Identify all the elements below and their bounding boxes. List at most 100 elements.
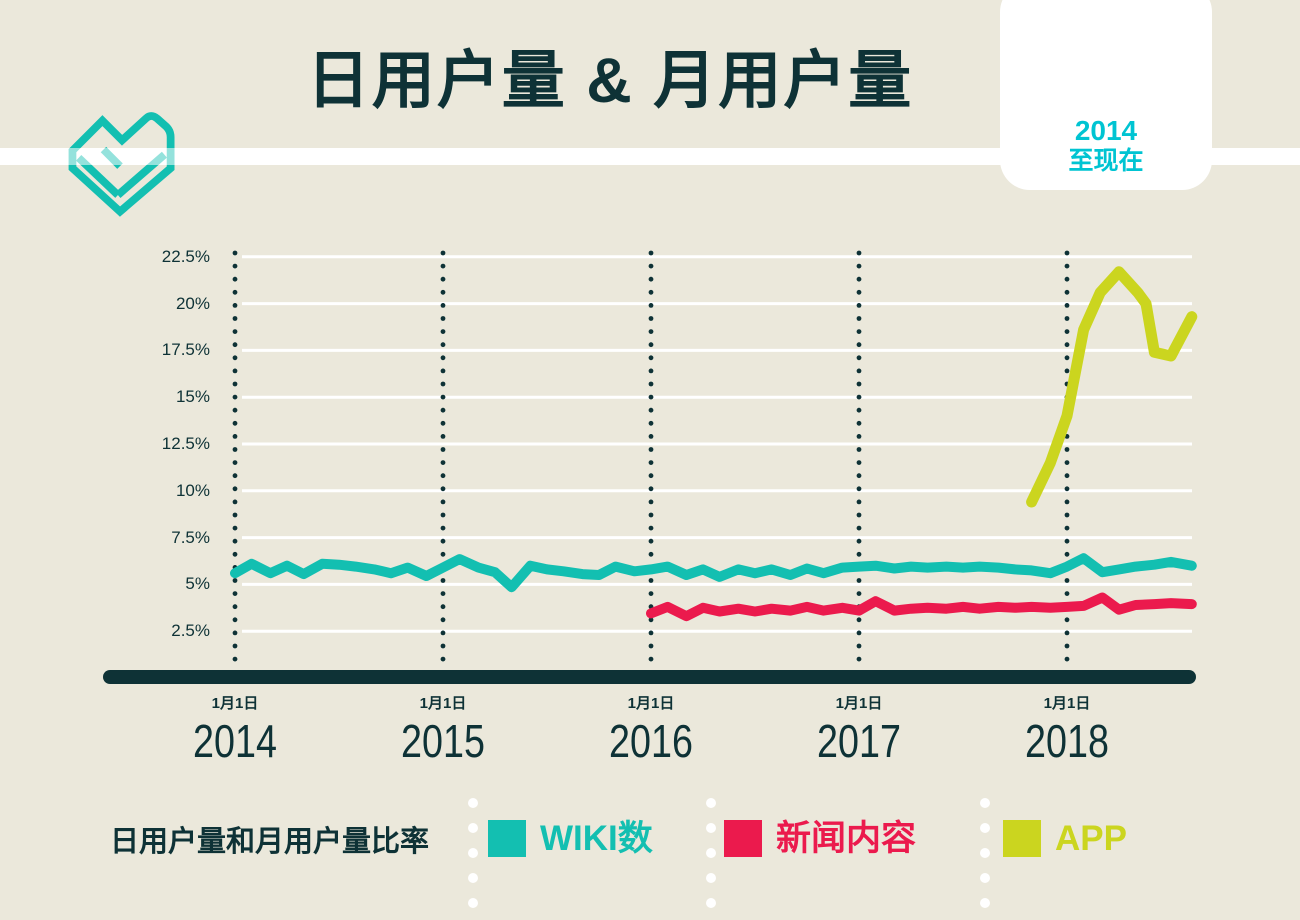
year-dot (232, 289, 238, 295)
year-dot (856, 643, 862, 649)
year-dot (856, 525, 862, 531)
year-dot (856, 407, 862, 413)
year-dot (648, 263, 654, 269)
year-dot (856, 329, 862, 334)
separator-dot (706, 823, 716, 833)
separator-dot (468, 823, 478, 833)
year-dot (1064, 538, 1070, 544)
year-dot (232, 656, 238, 662)
x-minor-tick-label: 1月1日 (627, 695, 675, 712)
year-dot (440, 473, 446, 479)
y-tick-label-7.5%: 7.5% (171, 527, 210, 547)
year-dot (440, 381, 446, 387)
y-tick-label-10%: 10% (175, 480, 210, 500)
year-dot (856, 656, 862, 662)
year-dot (648, 316, 654, 321)
year-dot (648, 407, 654, 413)
year-dot (648, 355, 654, 361)
year-dot (648, 447, 654, 452)
legend-separator-dots (468, 798, 478, 920)
year-dot (856, 289, 862, 295)
year-dot (648, 460, 654, 465)
x-year-label: 2017 (817, 715, 901, 767)
year-dot (232, 355, 238, 361)
year-dot (232, 303, 238, 308)
year-dot (440, 355, 446, 361)
year-dot (648, 486, 654, 492)
x-label-2015: 1月1日 2015 (363, 692, 523, 768)
legend-label: WIKI数 (540, 819, 653, 858)
year-dot (440, 368, 446, 374)
year-dot (440, 630, 446, 636)
y-tick-label-2.5%: 2.5% (171, 621, 210, 641)
series-line-WIKI数 (230, 553, 1197, 593)
badge-range: 至现在 (1068, 147, 1144, 175)
year-dot (1064, 316, 1070, 321)
year-dot (856, 538, 862, 544)
year-dot (232, 551, 238, 557)
year-dot (232, 381, 238, 387)
x-year-label: 2014 (193, 715, 277, 767)
legend-label: APP (1055, 819, 1127, 858)
year-dot (856, 303, 862, 308)
year-dot (232, 447, 238, 452)
year-dot (1064, 486, 1070, 492)
year-dot (648, 250, 654, 256)
year-dot (648, 434, 654, 439)
year-dot (856, 394, 862, 400)
year-dot (1064, 276, 1070, 282)
header-stripe (0, 148, 1300, 165)
year-dot (648, 381, 654, 387)
year-dot (856, 591, 862, 596)
year-dot (856, 368, 862, 374)
year-dot (1064, 447, 1070, 452)
year-dot (648, 394, 654, 400)
year-dot (440, 538, 446, 544)
legend-swatch (488, 820, 526, 857)
date-range-badge: 2014 至现在 (1000, 0, 1212, 190)
year-dot (856, 578, 862, 583)
year-dot (440, 656, 446, 662)
year-dot (1064, 460, 1070, 465)
year-dot (648, 617, 654, 623)
x-year-label: 2016 (609, 715, 693, 767)
series-line-新闻内容 (646, 592, 1197, 622)
x-year-label: 2018 (1025, 715, 1109, 767)
year-dot (1064, 289, 1070, 295)
year-dot (440, 578, 446, 583)
year-dot (648, 591, 654, 596)
y-tick-label-12.5%: 12.5% (161, 434, 210, 453)
year-dot (1064, 250, 1070, 256)
year-dot (648, 368, 654, 374)
year-dot (856, 420, 862, 426)
year-dot (232, 591, 238, 596)
year-dot (232, 630, 238, 636)
year-dot (1064, 617, 1070, 623)
year-dot (648, 499, 654, 505)
separator-dot (468, 873, 478, 883)
year-dot (1064, 303, 1070, 308)
y-tick-label-22.5%: 22.5% (161, 246, 210, 266)
year-dot (1064, 512, 1070, 518)
year-dot (856, 250, 862, 256)
year-dot (648, 525, 654, 531)
year-dot (648, 329, 654, 334)
year-dot (440, 329, 446, 334)
year-dot (1064, 591, 1070, 596)
year-dot (856, 263, 862, 269)
separator-dot (706, 898, 716, 908)
year-dot (440, 263, 446, 269)
year-dot (232, 407, 238, 413)
year-dot (440, 525, 446, 531)
stripe-logo-overlay (52, 148, 190, 165)
year-dot (648, 276, 654, 282)
year-dot (440, 407, 446, 413)
year-dot (1064, 578, 1070, 583)
year-dot (232, 250, 238, 256)
year-dot (1064, 630, 1070, 636)
year-dot (648, 303, 654, 308)
year-dot (1064, 656, 1070, 662)
year-dot (232, 460, 238, 465)
